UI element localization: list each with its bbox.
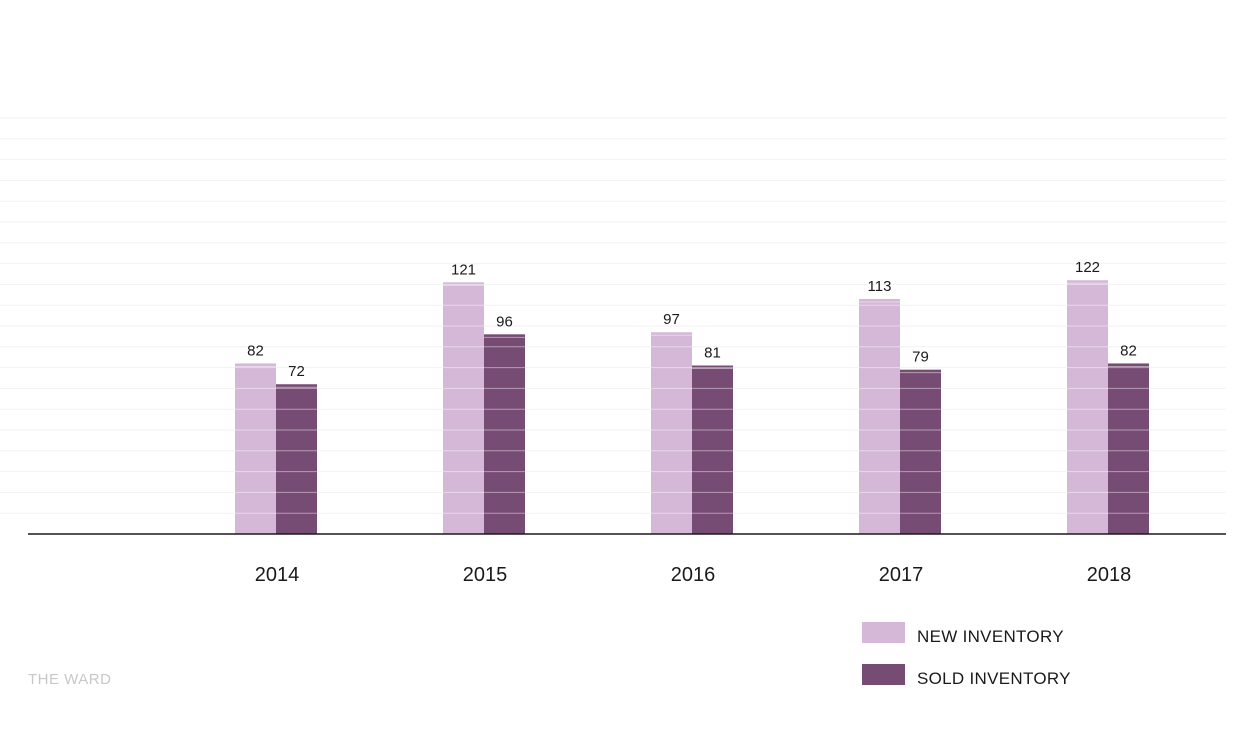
bar-new-inventory-2015 xyxy=(443,282,484,534)
x-tick-labels: 2014 2015 2016 2017 2018 xyxy=(255,564,1132,586)
data-label-new-inventory-2014: 82 xyxy=(247,342,264,359)
x-tick-label-2016: 2016 xyxy=(671,564,716,586)
bar-sold-inventory-2014 xyxy=(276,384,317,534)
data-label-sold-inventory-2015: 96 xyxy=(496,313,513,330)
bar-new-inventory-2017 xyxy=(859,298,900,534)
legend: NEW INVENTORY SOLD INVENTORY xyxy=(862,622,1071,688)
bar-sold-inventory-2018 xyxy=(1108,363,1149,534)
data-label-new-inventory-2016: 97 xyxy=(663,311,680,328)
x-tick-label-2014: 2014 xyxy=(255,564,300,586)
data-label-sold-inventory-2018: 82 xyxy=(1120,342,1137,359)
x-tick-label-2015: 2015 xyxy=(463,564,508,586)
data-label-sold-inventory-2016: 81 xyxy=(704,345,721,362)
bar-sold-inventory-2016 xyxy=(692,365,733,534)
x-tick-label-2018: 2018 xyxy=(1087,564,1132,586)
bar-sold-inventory-2017 xyxy=(900,369,941,534)
bar-new-inventory-2014 xyxy=(235,363,276,534)
bars xyxy=(235,280,1149,534)
data-label-new-inventory-2015: 121 xyxy=(451,261,476,278)
bar-new-inventory-2016 xyxy=(651,332,692,534)
bar-new-inventory-2018 xyxy=(1067,280,1108,534)
data-label-new-inventory-2018: 122 xyxy=(1075,259,1100,276)
data-label-new-inventory-2017: 113 xyxy=(868,278,892,295)
x-tick-label-2017: 2017 xyxy=(879,564,924,586)
legend-swatch-sold-inventory xyxy=(862,664,905,685)
legend-swatch-new-inventory xyxy=(862,622,905,643)
bar-sold-inventory-2015 xyxy=(484,334,525,534)
grid-lines xyxy=(0,117,1226,514)
source-label: THE WARD xyxy=(28,671,111,688)
data-label-sold-inventory-2017: 79 xyxy=(912,349,929,366)
legend-label-new-inventory: NEW INVENTORY xyxy=(917,627,1064,646)
data-labels: 82 72 121 96 97 81 113 79 122 82 xyxy=(247,259,1137,380)
bar-bands xyxy=(235,282,1149,514)
data-label-sold-inventory-2014: 72 xyxy=(288,363,305,380)
legend-label-sold-inventory: SOLD INVENTORY xyxy=(917,669,1071,688)
